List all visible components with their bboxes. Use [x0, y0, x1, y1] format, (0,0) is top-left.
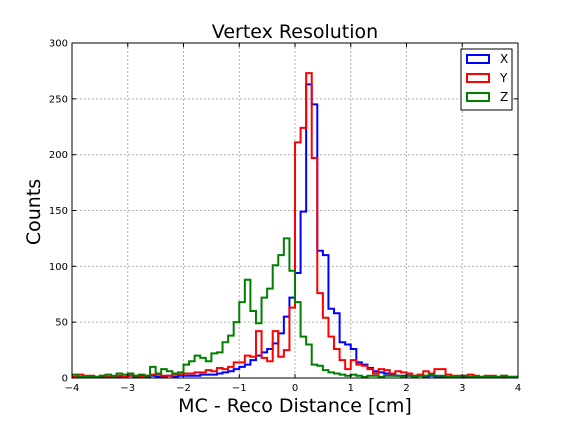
x-tick-label: −4 [65, 383, 80, 394]
legend-swatch-z [466, 92, 490, 102]
y-tick-label: 200 [49, 150, 68, 161]
x-tick-label: 0 [292, 383, 298, 394]
y-tick-label: 250 [49, 94, 68, 105]
y-tick-label: 0 [62, 374, 68, 385]
x-tick-label: −2 [176, 383, 191, 394]
x-tick-label: 3 [459, 383, 465, 394]
legend-label-x: X [500, 52, 508, 66]
legend: XYZ [460, 48, 513, 111]
y-tick-label: 150 [49, 206, 68, 217]
axis-ticks: −4 −3 −2 −1 0 1 2 3 4 0 50 100 150 200 250 300 [49, 39, 521, 395]
legend-swatch-y [466, 73, 490, 83]
chart-title: Vertex Resolution [212, 21, 378, 43]
x-tick-label: 4 [515, 383, 521, 394]
y-tick-label: 50 [55, 318, 68, 329]
legend-label-y: Y [499, 71, 508, 85]
series-layer [72, 72, 518, 378]
y-tick-label: 300 [49, 39, 68, 50]
legend-box [460, 48, 513, 111]
legend-label-z: Z [500, 90, 508, 104]
x-axis-label: MC - Reco Distance [cm] [178, 395, 412, 417]
legend-swatch-x [466, 54, 490, 64]
x-tick-label: 2 [403, 383, 409, 394]
series-z-histogram [72, 237, 518, 378]
x-tick-label: 1 [348, 383, 354, 394]
y-axis-label: Counts [23, 179, 45, 245]
y-tick-label: 100 [49, 262, 68, 273]
x-tick-label: −3 [120, 383, 135, 394]
x-tick-label: −1 [232, 383, 247, 394]
